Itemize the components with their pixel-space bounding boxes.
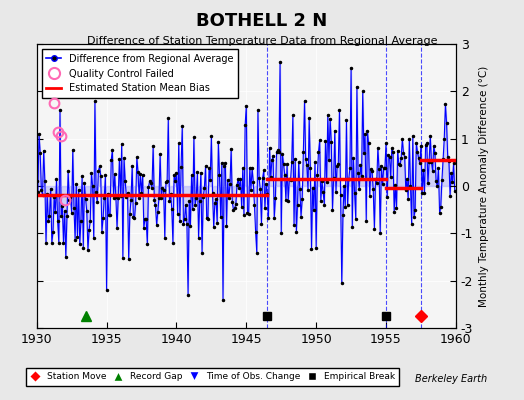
Y-axis label: Monthly Temperature Anomaly Difference (°C): Monthly Temperature Anomaly Difference (… [478,65,489,307]
Legend: Difference from Regional Average, Quality Control Failed, Estimated Station Mean: Difference from Regional Average, Qualit… [41,49,238,98]
Text: BOTHELL 2 N: BOTHELL 2 N [196,12,328,30]
Text: Difference of Station Temperature Data from Regional Average: Difference of Station Temperature Data f… [87,36,437,46]
Text: Berkeley Earth: Berkeley Earth [415,374,487,384]
